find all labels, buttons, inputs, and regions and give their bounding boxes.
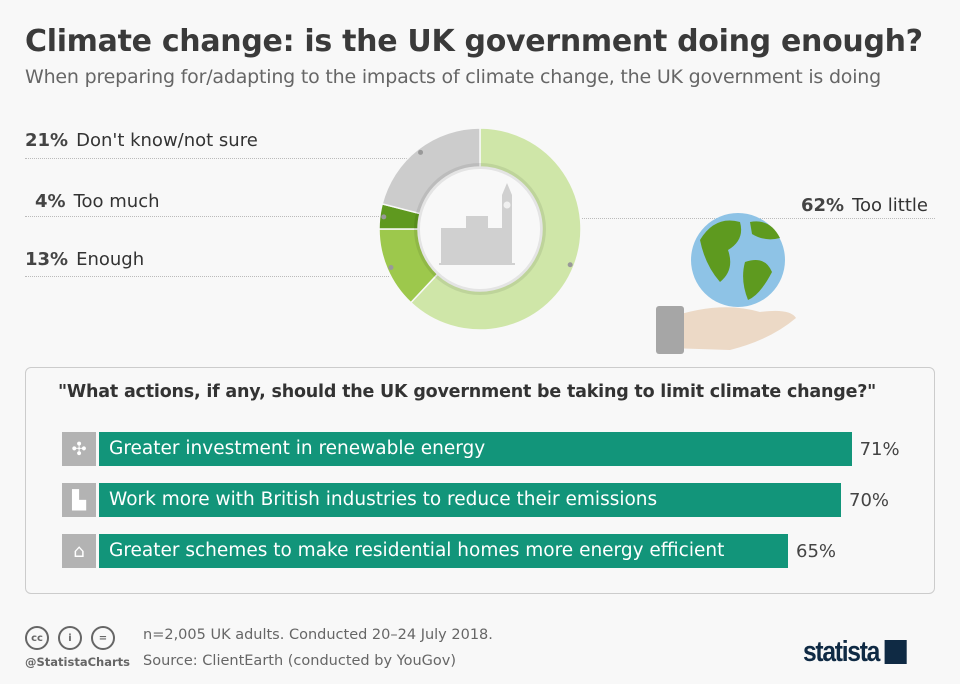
statista-logo-mark xyxy=(884,640,907,664)
chart-subtitle: When preparing for/adapting to the impac… xyxy=(25,66,882,88)
slice-anchor-dot xyxy=(381,214,387,220)
attribution-icon: i xyxy=(58,626,82,650)
donut-chart xyxy=(378,127,796,354)
source: Source: ClientEarth (conducted by YouGov… xyxy=(143,653,456,669)
slice-label-enough: 13% Enough xyxy=(25,249,145,270)
slice-label-too-much: 4% Too much xyxy=(35,191,160,212)
chart-title: Climate change: is the UK government doi… xyxy=(25,24,923,59)
bar-row: ▙ Work more with British industries to r… xyxy=(26,483,934,517)
twitter-handle[interactable]: @StatistaCharts xyxy=(25,655,130,669)
bar xyxy=(99,432,852,466)
leader-line xyxy=(25,216,381,217)
bar-row: ⌂ Greater schemes to make residential ho… xyxy=(26,534,934,568)
parliament-icon xyxy=(439,183,515,265)
bar xyxy=(99,483,841,517)
statista-logo[interactable]: statista xyxy=(803,636,907,669)
actions-panel: "What actions, if any, should the UK gov… xyxy=(25,367,935,594)
leader-line xyxy=(25,158,413,159)
donut-slice-don-t-know-not-sure xyxy=(381,127,481,215)
bar-value: 71% xyxy=(859,439,900,460)
factory-icon: ▙ xyxy=(62,483,96,517)
bar-label: Greater investment in renewable energy xyxy=(109,438,486,459)
house-icon: ⌂ xyxy=(62,534,96,568)
donut-slice-too-little xyxy=(409,127,582,331)
slice-anchor-dot xyxy=(567,262,573,268)
slice-anchor-dot xyxy=(418,149,424,155)
bar xyxy=(99,534,788,568)
slice-anchor-dot xyxy=(388,265,394,271)
survey-note: n=2,005 UK adults. Conducted 20–24 July … xyxy=(143,627,493,643)
bar-label: Greater schemes to make residential home… xyxy=(109,540,725,561)
bar-row: ✣ Greater investment in renewable energy… xyxy=(26,432,934,466)
slice-label-too-little: 62% Too little xyxy=(801,195,928,216)
no-derivatives-icon: = xyxy=(91,626,115,650)
panel-question: "What actions, if any, should the UK gov… xyxy=(58,382,877,402)
wind-turbine-icon: ✣ xyxy=(62,432,96,466)
bar-label: Work more with British industries to red… xyxy=(109,489,658,510)
globe-in-hand-icon xyxy=(656,213,796,354)
donut-inner-ring xyxy=(414,163,546,295)
cc-license-icon: cc xyxy=(25,626,49,650)
bar-value: 70% xyxy=(849,490,890,511)
slice-label-dont-know: 21% Don't know/not sure xyxy=(25,130,258,151)
leader-line xyxy=(25,276,391,277)
bar-value: 65% xyxy=(796,541,837,562)
